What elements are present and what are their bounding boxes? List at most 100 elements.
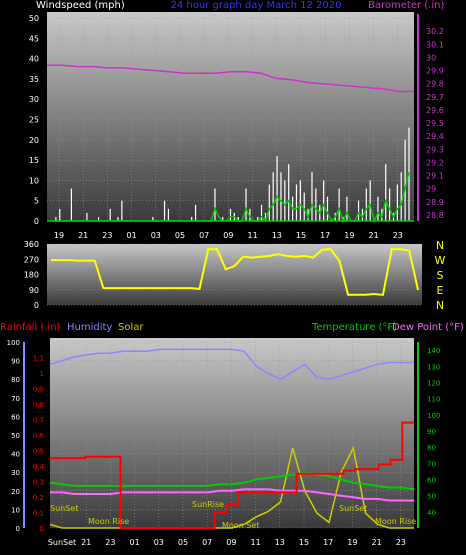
- y-tick-direction: 0: [34, 301, 39, 310]
- series-temperature: [49, 471, 415, 491]
- y-tick-barometer: 30.2: [426, 27, 444, 36]
- y-tick-temperature: 80: [427, 444, 436, 452]
- y-tick-humidity: 70: [11, 395, 20, 403]
- x-tick-wind: 09: [223, 231, 233, 240]
- y-tick-direction: 270: [24, 255, 39, 264]
- x-tick-wind: 07: [199, 231, 209, 240]
- x-tick-temperature: SunSet: [48, 538, 76, 547]
- y-tick-temperature: 100: [427, 412, 440, 420]
- x-tick-wind: 11: [248, 231, 258, 240]
- y-tick-barometer: 29.1: [426, 172, 444, 181]
- y-tick-wind: 5: [34, 197, 39, 206]
- y-tick-humidity: 100: [7, 339, 20, 347]
- x-tick-wind: 03: [151, 231, 161, 240]
- x-tick-wind: 19: [54, 231, 64, 240]
- y-tick-wind: 40: [29, 55, 39, 64]
- y-tick-temperature: 110: [427, 396, 440, 404]
- series-wind-direction: [51, 248, 419, 296]
- y-tick-wind: 0: [34, 217, 39, 226]
- x-tick-wind: 17: [320, 231, 330, 240]
- x-tick-temperature: 05: [178, 538, 188, 547]
- x-tick-temperature: 21: [372, 538, 382, 547]
- legend-item: Rainfall (.in): [0, 322, 61, 333]
- y-tick-temperature: 120: [427, 379, 440, 387]
- y-tick-rainfall: 0.1: [33, 510, 44, 518]
- x-tick-temperature: 15: [299, 538, 309, 547]
- x-tick-wind: 23: [102, 231, 112, 240]
- y-tick-humidity: 20: [11, 488, 20, 496]
- x-tick-temperature: 23: [396, 538, 406, 547]
- x-tick-temperature: 19: [347, 538, 357, 547]
- x-tick-temperature: 09: [226, 538, 236, 547]
- y-tick-wind: 30: [29, 95, 39, 104]
- y-tick-humidity: 50: [11, 432, 20, 440]
- series-barometer: [47, 64, 414, 93]
- y-tick-rainfall: 1.1: [33, 355, 44, 363]
- y-tick-wind: 15: [29, 156, 39, 165]
- y-tick-humidity: 90: [11, 358, 20, 366]
- y-tick-barometer: 29: [426, 185, 436, 194]
- y-tick-direction: 180: [24, 271, 39, 280]
- series-dewpoint: [50, 488, 414, 502]
- x-tick-wind: 05: [175, 231, 185, 240]
- x-tick-temperature: 03: [154, 538, 164, 547]
- y-tick-rainfall: 1: [40, 370, 44, 378]
- x-tick-temperature: 07: [202, 538, 212, 547]
- y-tick-humidity: 10: [11, 506, 20, 514]
- y-tick-humidity: 80: [11, 376, 20, 384]
- series-rainfall: [50, 421, 414, 529]
- y-tick-barometer: 28.9: [426, 198, 444, 207]
- y-tick-temperature: 70: [427, 460, 436, 468]
- y-tick-barometer: 30.1: [426, 40, 444, 49]
- compass-label: S: [437, 269, 444, 282]
- legend-item: Dew Point (°F): [392, 322, 464, 333]
- x-tick-wind: 01: [127, 231, 137, 240]
- series-solar: [49, 445, 414, 529]
- x-tick-wind: 21: [78, 231, 88, 240]
- x-tick-temperature: 11: [251, 538, 261, 547]
- plot-area-wind: [47, 12, 414, 221]
- y-tick-rainfall: 0.2: [33, 494, 44, 502]
- sun-moon-annotation: SunSet: [339, 504, 367, 513]
- y-tick-rainfall: 0.8: [33, 401, 44, 409]
- x-tick-wind: 13: [272, 231, 282, 240]
- y-tick-humidity: 30: [11, 469, 20, 477]
- y-tick-humidity: 0: [16, 525, 20, 533]
- y-tick-rainfall: 0.7: [33, 417, 44, 425]
- y-tick-rainfall: 0.5: [33, 448, 44, 456]
- x-tick-wind: 23: [393, 231, 403, 240]
- compass-label: N: [436, 299, 444, 312]
- series-humidity: [49, 348, 414, 381]
- y-tick-humidity: 60: [11, 413, 20, 421]
- y-tick-temperature: 50: [427, 493, 436, 501]
- y-tick-temperature: 140: [427, 347, 440, 355]
- x-tick-temperature: 01: [130, 538, 140, 547]
- y-tick-barometer: 29.9: [426, 67, 444, 76]
- compass-label: W: [435, 254, 446, 267]
- x-tick-wind: 21: [369, 231, 379, 240]
- y-tick-rainfall: 0: [40, 525, 44, 533]
- x-tick-temperature: 23: [105, 538, 115, 547]
- plot-area-temperature: [50, 338, 414, 528]
- legend-item: Temperature (°F): [311, 322, 397, 333]
- y-tick-wind: 35: [29, 75, 39, 84]
- y-tick-direction: 360: [24, 240, 39, 249]
- sun-moon-annotation: SunRise: [192, 500, 224, 509]
- sun-moon-annotation: SunSet: [50, 504, 78, 513]
- y-tick-temperature: 40: [427, 509, 436, 517]
- sun-moon-annotation: Moon Set: [222, 521, 259, 530]
- compass-label: E: [437, 284, 444, 297]
- sun-moon-annotation: Moon Rise: [375, 517, 416, 526]
- y-tick-rainfall: 0.9: [33, 386, 44, 394]
- y-tick-barometer: 29.3: [426, 145, 444, 154]
- left-axis-label-wind: Windspeed (mph): [36, 0, 125, 11]
- y-tick-wind: 50: [29, 14, 39, 23]
- x-tick-wind: 19: [344, 231, 354, 240]
- x-tick-temperature: 13: [275, 538, 285, 547]
- legend-item: Humidity: [67, 322, 112, 333]
- y-tick-temperature: 90: [427, 428, 436, 436]
- right-axis-label-barometer: Barometer (.in): [368, 0, 444, 11]
- y-tick-wind: 20: [29, 136, 39, 145]
